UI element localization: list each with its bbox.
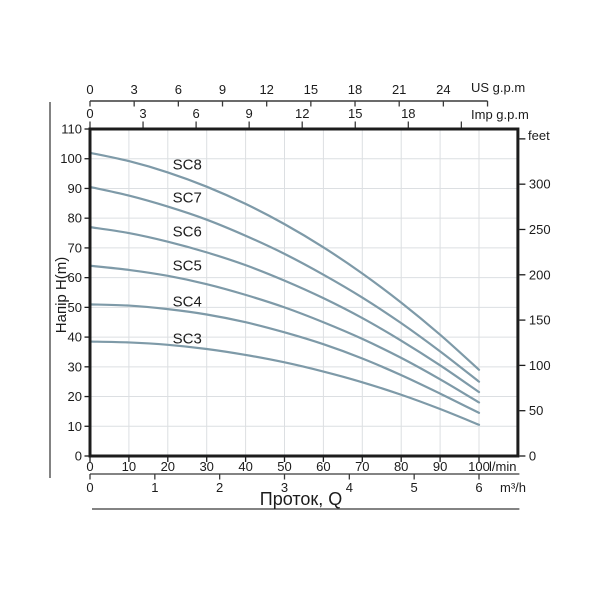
imp-gpm-tick-label: 12 — [295, 106, 309, 121]
lmin-tick-label: 90 — [433, 459, 447, 474]
feet-tick-label: 0 — [529, 449, 536, 464]
head-m-tick-label: 50 — [68, 300, 82, 315]
us-gpm-tick-label: 21 — [392, 82, 406, 97]
imp-gpm-tick-label: 0 — [86, 106, 93, 121]
feet-tick-label: 50 — [529, 403, 543, 418]
us-gpm-tick-label: 9 — [219, 82, 226, 97]
head-m-tick-label: 110 — [61, 122, 82, 137]
m3h-tick-label: 0 — [86, 480, 93, 495]
imp-gpm-tick-label: 18 — [401, 106, 415, 121]
us-gpm-unit-label: US g.p.m — [471, 80, 526, 95]
imp-gpm-tick-label: 15 — [348, 106, 362, 121]
feet-tick-label: 250 — [529, 222, 551, 237]
curve-label-SC5: SC5 — [173, 258, 202, 275]
curve-SC4 — [88, 303, 481, 414]
lmin-tick-label: 30 — [199, 459, 213, 474]
x-axis-title: Проток, Q — [259, 489, 343, 509]
head-m-tick-label: 0 — [75, 449, 82, 464]
head-m-tick-label: 40 — [68, 330, 82, 345]
imp-gpm-unit-label: Imp g.p.m — [471, 107, 529, 122]
us-gpm-tick-label: 15 — [304, 82, 318, 97]
us-gpm-tick-label: 3 — [131, 82, 138, 97]
plot-border — [88, 127, 520, 458]
head-m-tick-label: 60 — [68, 270, 82, 285]
curve-SC8 — [88, 151, 481, 371]
us-gpm-tick-label: 24 — [436, 82, 450, 97]
m3h-tick-label: 3 — [281, 480, 288, 495]
head-m-tick-label: 70 — [68, 240, 82, 255]
curve-SC6 — [88, 226, 481, 394]
lmin-tick-label: 50 — [277, 459, 291, 474]
feet-unit-label: feet — [528, 128, 550, 143]
curve-SC7 — [88, 185, 481, 383]
imp-gpm-tick-label: 9 — [246, 106, 253, 121]
feet-tick-label: 300 — [529, 177, 551, 192]
head-m-tick-label: 100 — [60, 151, 82, 166]
lmin-tick-label: 100 — [468, 459, 490, 474]
us-gpm-tick-label: 0 — [86, 82, 93, 97]
m3h-tick-label: 1 — [151, 480, 158, 495]
lmin-tick-label: 80 — [394, 459, 408, 474]
head-m-tick-label: 10 — [68, 419, 82, 434]
imp-gpm-tick-label: 3 — [139, 106, 146, 121]
head-m-tick-label: 80 — [68, 211, 82, 226]
m3h-unit-label: m³/h — [500, 480, 526, 495]
m3h-tick-label: 4 — [346, 480, 353, 495]
us-gpm-tick-label: 18 — [348, 82, 362, 97]
curve-label-SC7: SC7 — [173, 189, 202, 206]
m3h-tick-label: 5 — [411, 480, 418, 495]
feet-tick-label: 150 — [529, 313, 551, 328]
lmin-tick-label: 60 — [316, 459, 330, 474]
lmin-tick-label: 20 — [161, 459, 175, 474]
lmin-unit-label: l/min — [489, 459, 517, 474]
lmin-tick-label: 0 — [86, 459, 93, 474]
us-gpm-tick-label: 6 — [175, 82, 182, 97]
m3h-tick-label: 2 — [216, 480, 223, 495]
head-m-tick-label: 30 — [68, 359, 82, 374]
feet-tick-label: 100 — [529, 358, 551, 373]
curve-label-SC6: SC6 — [173, 224, 202, 241]
m3h-tick-label: 6 — [475, 480, 482, 495]
curve-label-SC8: SC8 — [173, 157, 202, 174]
feet-tick-label: 200 — [529, 267, 551, 282]
curve-label-SC4: SC4 — [173, 293, 202, 310]
curve-label-SC3: SC3 — [173, 331, 202, 348]
curve-SC3 — [88, 340, 481, 426]
y-axis-title: Напір H(m) — [53, 256, 70, 334]
curve-SC5 — [88, 264, 481, 404]
lmin-tick-label: 10 — [122, 459, 136, 474]
lmin-tick-label: 70 — [355, 459, 369, 474]
imp-gpm-tick-label: 6 — [192, 106, 199, 121]
head-m-tick-label: 20 — [68, 389, 82, 404]
head-m-tick-label: 90 — [68, 181, 82, 196]
lmin-tick-label: 40 — [238, 459, 252, 474]
us-gpm-tick-label: 12 — [259, 82, 273, 97]
